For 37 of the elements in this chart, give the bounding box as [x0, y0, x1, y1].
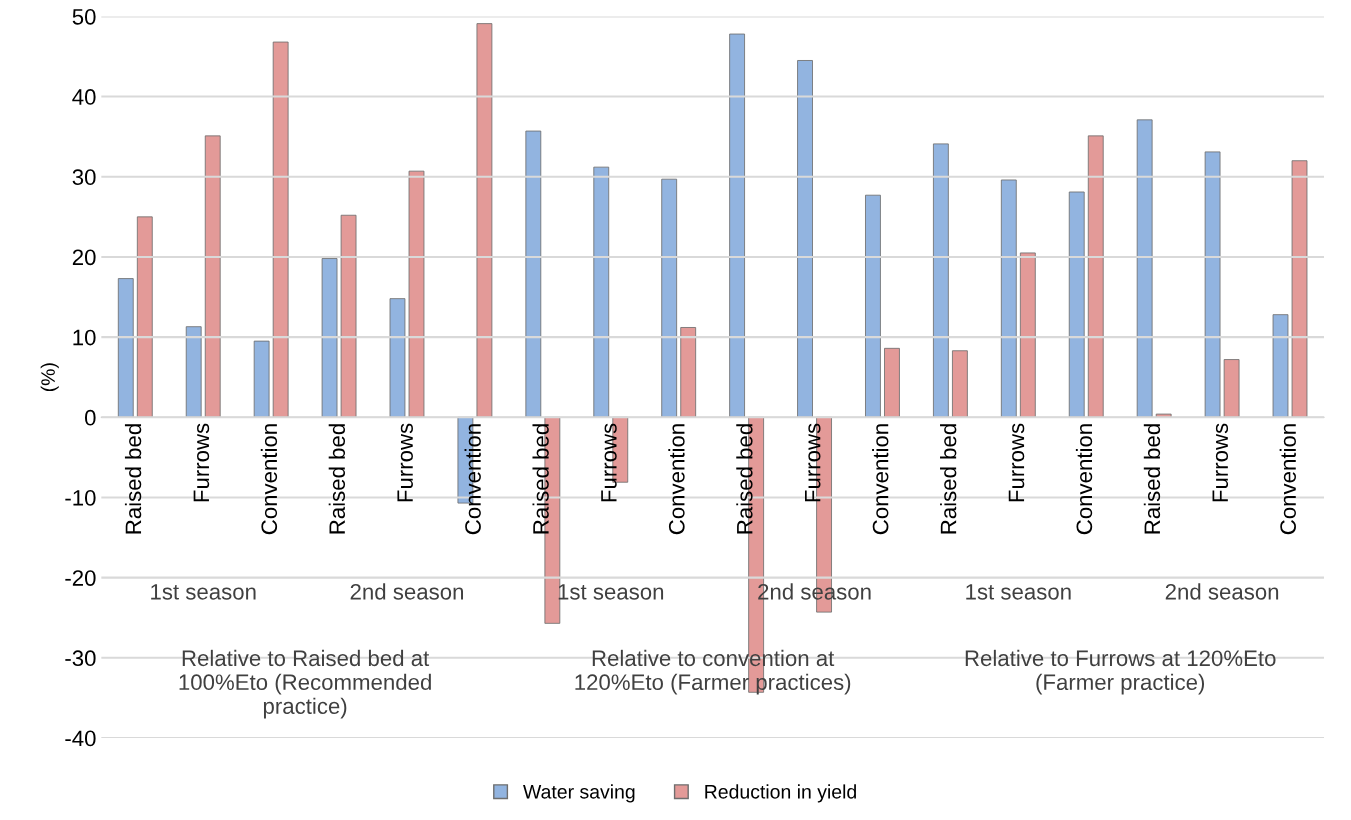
legend-label: Reduction in yield [705, 784, 856, 803]
y-tick-label: 0 [84, 409, 96, 426]
y-tick-label: -10 [65, 490, 96, 506]
y-tick-label: -30 [65, 650, 96, 667]
x-tick-label: Convention [1075, 424, 1093, 535]
annotation: 2nd season [350, 583, 464, 600]
x-tick-label: Convention [872, 424, 889, 535]
y-tick-label: 50 [72, 8, 96, 25]
x-tick-label: Raised bed [124, 424, 142, 534]
y-tick-label: -40 [65, 730, 96, 747]
x-tick-label: Convention [260, 424, 278, 535]
x-tick-label: Raised bed [736, 424, 753, 534]
x-tick-label: Convention [1279, 424, 1296, 535]
x-tick-label: Furrows [601, 423, 617, 502]
x-tick-label: Raised bed [328, 424, 346, 534]
x-tick-label: Raised bed [940, 424, 957, 534]
x-tick-label: Raised bed [532, 424, 549, 534]
annotation: 1st season [151, 584, 256, 600]
x-tick-label: Raised bed [1143, 424, 1161, 534]
annotation: Relative to Furrows at 120%Eto (Farmer practice) [965, 649, 1276, 695]
x-tick-label: Convention [464, 424, 481, 535]
x-tick-label: Furrows [805, 423, 821, 502]
x-tick-label: Furrows [397, 423, 413, 502]
y-tick-label: 20 [72, 249, 96, 266]
x-tick-label: Furrows [1008, 423, 1025, 502]
annotation: 2nd season [1165, 583, 1279, 600]
y-axis-title: (%) [40, 363, 59, 392]
legend-label: Water saving [523, 784, 635, 803]
x-tick-label: Furrows [193, 423, 210, 502]
y-tick-label: 10 [73, 329, 96, 346]
annotation: 1st season [966, 584, 1071, 600]
x-tick-label: Convention [668, 424, 685, 535]
y-tick-label: 40 [72, 89, 96, 105]
x-tick-label: Furrows [1212, 423, 1229, 502]
y-tick-label: -20 [65, 570, 96, 586]
y-tick-label: 30 [72, 169, 96, 186]
annotation: Relative to Raised bed at 100%Eto (Recommended practice) [179, 649, 431, 719]
